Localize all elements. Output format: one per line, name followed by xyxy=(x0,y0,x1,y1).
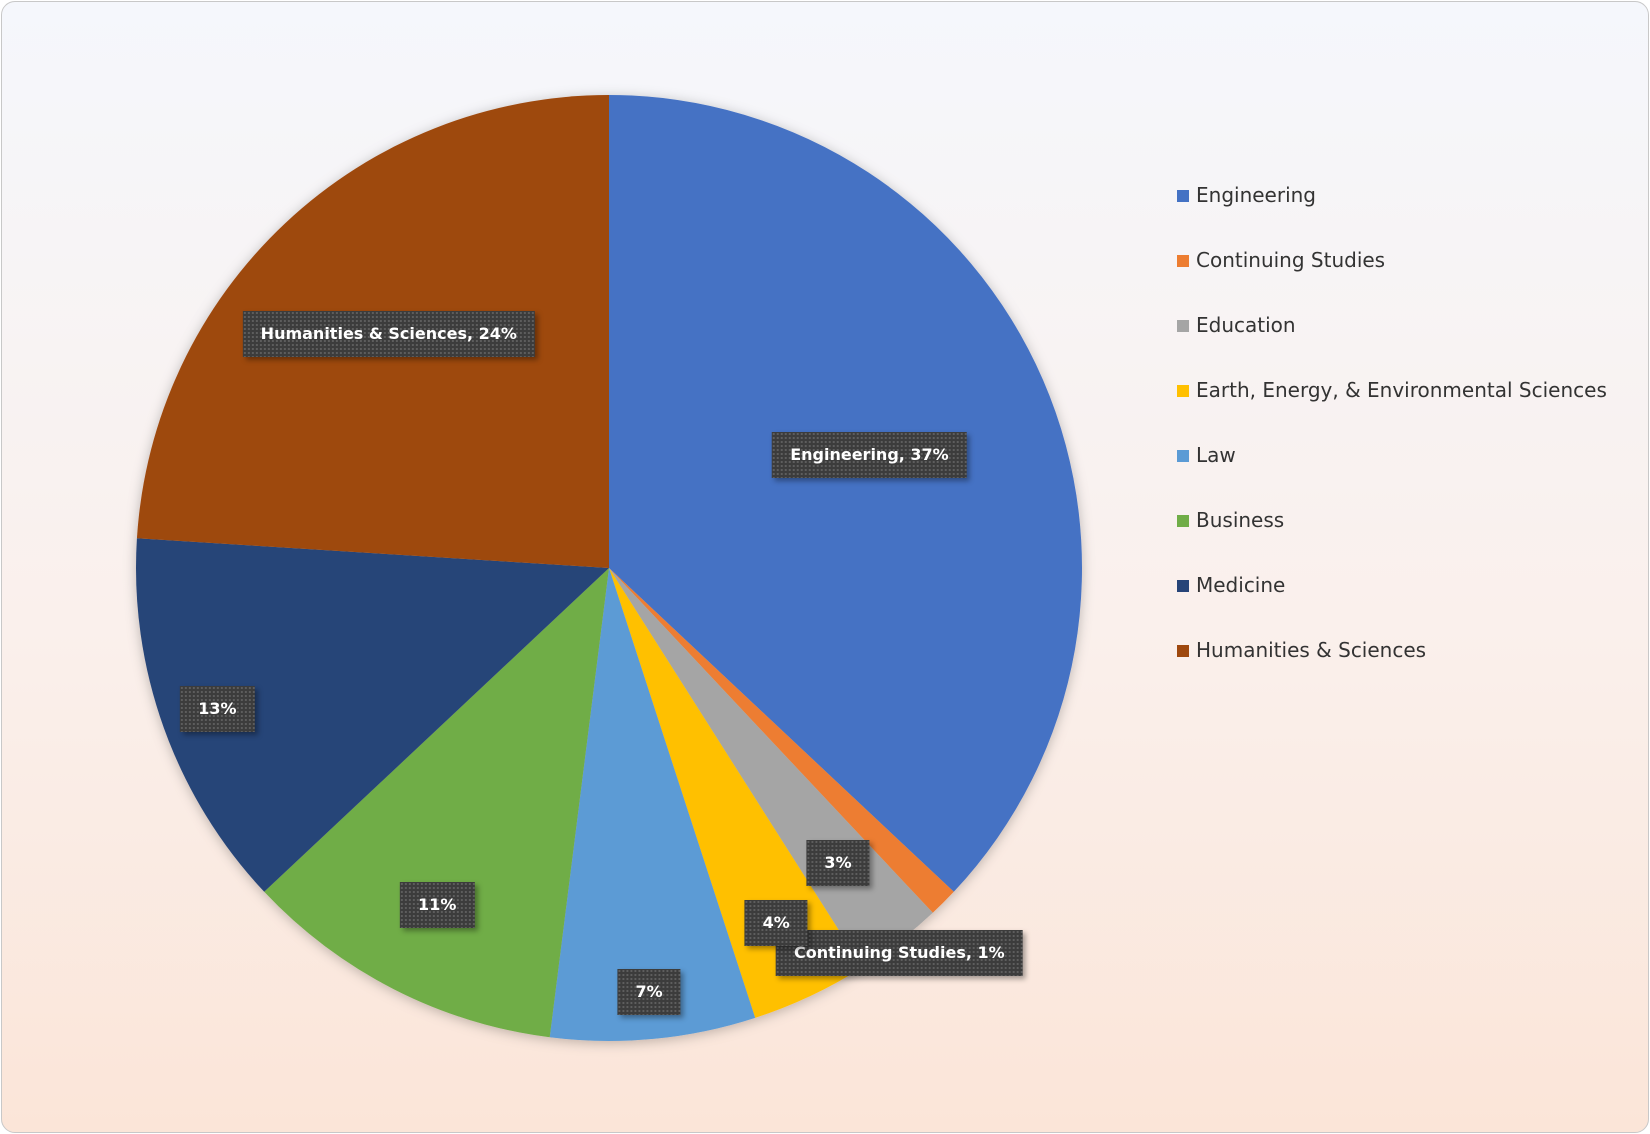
legend-swatch xyxy=(1177,190,1189,202)
pie-slices xyxy=(136,95,1082,1041)
data-label-engineering: Engineering, 37% xyxy=(772,432,967,479)
pie-slice-business xyxy=(264,568,609,1038)
legend: Engineering Continuing Studies Education Ea… xyxy=(1177,182,1607,702)
legend-label: Humanities & Sciences xyxy=(1196,638,1427,662)
legend-label: Engineering xyxy=(1196,183,1316,207)
legend-swatch xyxy=(1177,320,1189,332)
legend-label: Education xyxy=(1196,313,1296,337)
legend-swatch xyxy=(1177,385,1189,397)
data-label-education: 3% xyxy=(806,840,870,887)
data-label-business: 11% xyxy=(400,882,475,929)
legend-swatch xyxy=(1177,450,1189,462)
legend-label: Continuing Studies xyxy=(1196,248,1386,272)
legend-item-education: Education xyxy=(1177,312,1607,377)
legend-label: Law xyxy=(1196,443,1236,467)
legend-swatch xyxy=(1177,580,1189,592)
legend-swatch xyxy=(1177,255,1189,267)
legend-swatch xyxy=(1177,515,1189,527)
legend-label: Business xyxy=(1196,508,1285,532)
legend-label: Earth, Energy, & Environmental Sciences xyxy=(1196,378,1607,402)
legend-item-engineering: Engineering xyxy=(1177,182,1607,247)
legend-item-earth-energy-and-environmental-sciences: Earth, Energy, & Environmental Sciences xyxy=(1177,377,1607,442)
legend-item-business: Business xyxy=(1177,507,1607,572)
pie-slice-engineering xyxy=(609,95,1082,892)
legend-label: Medicine xyxy=(1196,573,1286,597)
legend-swatch xyxy=(1177,645,1189,657)
pie-slice-continuing-studies xyxy=(609,568,954,913)
legend-item-continuing-studies: Continuing Studies xyxy=(1177,247,1607,312)
data-label-law: 7% xyxy=(617,968,681,1015)
data-label-earth-energy-and-environmental-sciences: 4% xyxy=(744,900,808,947)
legend-item-law: Law xyxy=(1177,442,1607,507)
data-label-medicine: 13% xyxy=(180,685,255,732)
data-label-continuing-studies: Continuing Studies, 1% xyxy=(776,930,1023,977)
pie-slice-law xyxy=(549,568,756,1041)
legend-item-medicine: Medicine xyxy=(1177,572,1607,637)
legend-item-humanities-and-sciences: Humanities & Sciences xyxy=(1177,637,1607,702)
pie-slice-medicine xyxy=(136,538,609,892)
data-label-humanities-and-sciences: Humanities & Sciences, 24% xyxy=(242,310,535,357)
